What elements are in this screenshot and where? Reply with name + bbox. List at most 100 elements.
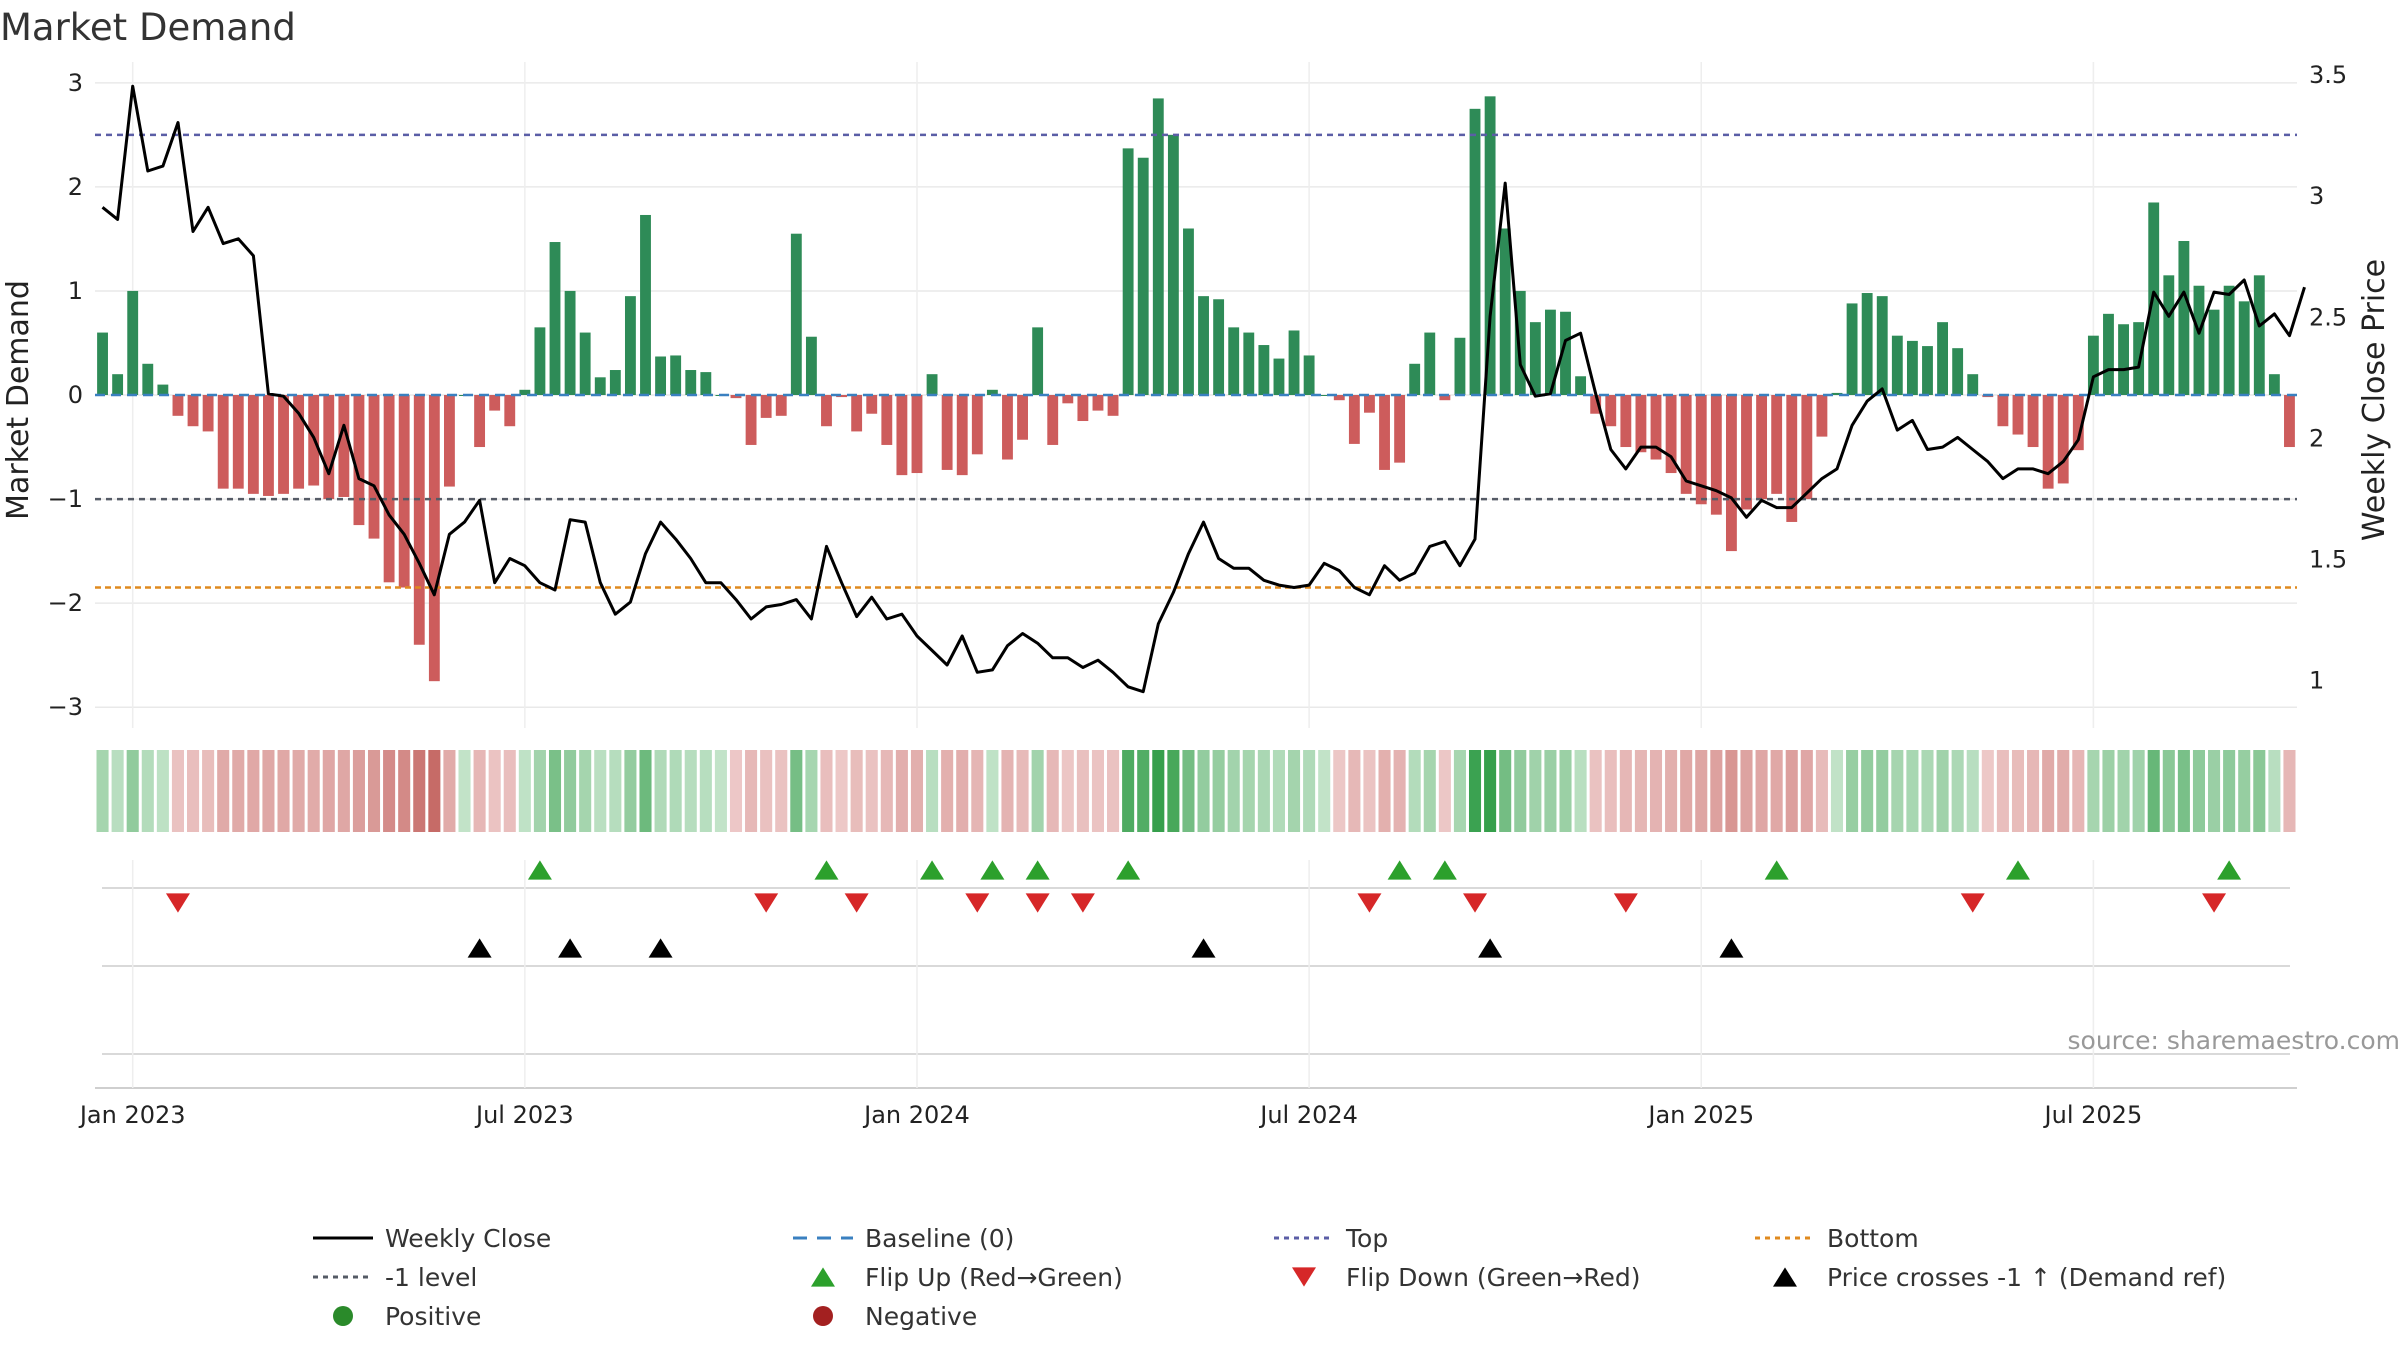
heat-cell — [1604, 750, 1617, 832]
legend-label: Flip Up (Red→Green) — [865, 1263, 1123, 1292]
heat-cell — [2147, 750, 2160, 832]
demand-bar — [579, 332, 591, 395]
demand-bar — [986, 389, 998, 395]
heat-cell — [2072, 750, 2085, 832]
y2-tick-label: 2.5 — [2309, 303, 2347, 331]
demand-bar — [97, 332, 108, 395]
heat-cell — [1061, 750, 1074, 832]
heat-cell — [247, 750, 260, 832]
heat-cell — [1785, 750, 1798, 832]
heat-cell — [1001, 750, 1014, 832]
demand-bar — [1937, 322, 1948, 395]
heat-cell — [1016, 750, 1029, 832]
demand-bar — [2163, 275, 2175, 395]
heat-cell — [1423, 750, 1436, 832]
demand-bar — [1906, 340, 1918, 395]
demand-bar — [1590, 395, 1602, 414]
heat-cell — [714, 750, 727, 832]
heat-cell — [518, 750, 531, 832]
flip-up-marker — [1387, 860, 1412, 880]
demand-bar — [489, 395, 501, 411]
demand-bar — [1333, 395, 1345, 401]
heat-cell — [111, 750, 124, 832]
heat-cell — [1906, 750, 1919, 832]
heat-cell — [1031, 750, 1044, 832]
heat-cell — [1680, 750, 1693, 832]
price-cross-marker — [648, 938, 673, 958]
heat-cell — [2283, 750, 2296, 832]
demand-bar — [1756, 395, 1768, 500]
heat-cell — [1122, 750, 1135, 832]
y-tick-label: 2 — [68, 173, 83, 201]
price-cross-marker — [1191, 938, 1216, 958]
heat-cell — [669, 750, 682, 832]
demand-bar — [127, 290, 139, 395]
flip-up-marker — [2005, 860, 2030, 880]
flip-up-marker — [814, 860, 839, 880]
demand-bar — [232, 395, 244, 489]
demand-bar — [1017, 395, 1028, 440]
flip-up-marker — [980, 860, 1005, 880]
legend-swatch — [813, 1306, 833, 1326]
heat-cell — [805, 750, 818, 832]
flip-up-marker — [2217, 860, 2242, 880]
heat-cell — [1107, 750, 1120, 832]
demand-bar — [142, 363, 154, 395]
x-tick-label: Jan 2025 — [1646, 1101, 1754, 1129]
y-tick-label: −2 — [48, 589, 83, 617]
heat-cell — [232, 750, 245, 832]
heat-cell — [1800, 750, 1813, 832]
demand-bar — [549, 242, 561, 395]
demand-bar — [1092, 395, 1104, 411]
heat-cell — [2238, 750, 2251, 832]
heat-cell — [383, 750, 396, 832]
heat-cell — [2192, 750, 2205, 832]
heat-cell — [986, 750, 999, 832]
heat-cell — [1468, 750, 1482, 832]
flip-down-marker — [165, 893, 190, 913]
heat-cell — [1046, 750, 1059, 832]
heat-cell — [1966, 750, 1979, 832]
x-tick-label: Jan 2023 — [78, 1101, 186, 1129]
demand-bar — [2193, 285, 2205, 395]
heat-cell — [96, 750, 109, 832]
flip-down-marker — [965, 893, 990, 913]
demand-bar — [444, 395, 455, 487]
heat-cell — [2117, 750, 2130, 832]
price-cross-marker — [1719, 938, 1744, 958]
demand-bar — [1725, 395, 1737, 552]
demand-bar — [1167, 134, 1179, 395]
heat-cell — [594, 750, 607, 832]
demand-bar — [896, 395, 908, 476]
demand-bar — [836, 395, 847, 398]
demand-bar — [1062, 395, 1074, 404]
heat-cell — [1227, 750, 1240, 832]
demand-bar — [474, 395, 486, 448]
heat-cell — [1981, 750, 1994, 832]
heat-cell — [277, 750, 290, 832]
heat-cell — [2223, 750, 2236, 832]
heat-cell — [1755, 750, 1768, 832]
demand-bar — [1922, 346, 1933, 395]
demand-bar — [1439, 395, 1451, 401]
heat-cell — [1272, 750, 1285, 832]
flip-up-marker — [1025, 860, 1050, 880]
demand-bar — [1801, 395, 1813, 500]
legend-label: Bottom — [1827, 1224, 1919, 1253]
demand-bar — [2238, 301, 2250, 395]
heat-cell — [156, 750, 169, 832]
demand-bar — [1680, 395, 1692, 494]
heat-cell — [1665, 750, 1678, 832]
demand-bar — [293, 395, 305, 489]
heat-cell — [1936, 750, 1949, 832]
demand-bar — [1002, 395, 1013, 460]
demand-bar — [2042, 395, 2054, 489]
heat-cell — [548, 750, 562, 832]
demand-bar — [1213, 299, 1225, 395]
price-cross-marker — [558, 938, 583, 958]
demand-bar — [1152, 98, 1164, 395]
demand-bar — [323, 395, 335, 500]
weekly-close-line — [101, 84, 2306, 694]
flip-down-marker — [1613, 893, 1638, 913]
